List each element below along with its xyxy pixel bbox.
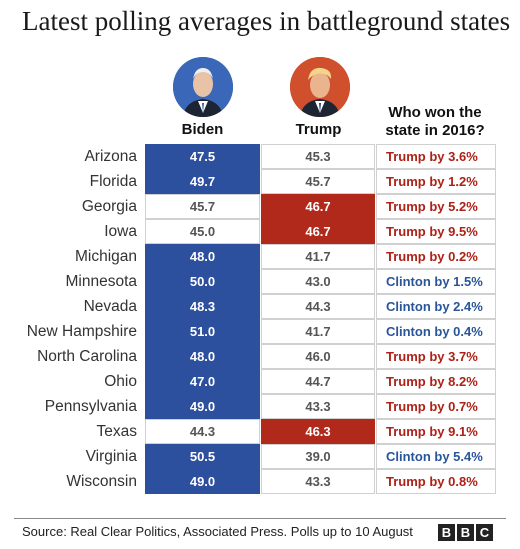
biden-portrait-icon: [173, 57, 233, 117]
state-name: Ohio: [104, 373, 137, 390]
winner-2016-cell: Trump by 3.7%: [376, 344, 496, 369]
winner-2016-label: Trump by 3.7%: [386, 349, 478, 364]
trump-value-cell: 43.0: [261, 269, 375, 294]
winner-2016-column-header: Who won the state in 2016?: [385, 104, 485, 139]
state-name: Nevada: [83, 298, 137, 315]
winner-2016-label: Trump by 5.2%: [386, 199, 478, 214]
trump-value-cell: 41.7: [261, 244, 375, 269]
biden-value-cell: 48.0: [145, 244, 260, 269]
trump-value-cell: 44.3: [261, 294, 375, 319]
winner-2016-cell: Trump by 9.5%: [376, 219, 496, 244]
biden-value-cell: 48.3: [145, 294, 260, 319]
trump-value-cell: 39.0: [261, 444, 375, 469]
state-name: Florida: [89, 173, 137, 190]
biden-value-cell: 49.0: [145, 469, 260, 494]
trump-value-cell: 46.7: [261, 219, 375, 244]
footer-divider: [14, 518, 506, 519]
state-name: Georgia: [81, 198, 137, 215]
biden-value-cell: 44.3: [145, 419, 260, 444]
winner-2016-label: Clinton by 2.4%: [386, 299, 483, 314]
winner-2016-label: Trump by 3.6%: [386, 149, 478, 164]
winner-2016-cell: Trump by 0.8%: [376, 469, 496, 494]
table-row: Michigan 48.0 41.7 Trump by 0.2%: [0, 244, 520, 269]
state-name: Michigan: [74, 248, 137, 265]
winner-2016-cell: Trump by 9.1%: [376, 419, 496, 444]
state-name: Minnesota: [65, 273, 137, 290]
winner-2016-cell: Clinton by 5.4%: [376, 444, 496, 469]
winner-2016-cell: Clinton by 2.4%: [376, 294, 496, 319]
state-name: Wisconsin: [66, 473, 137, 490]
biden-value-cell: 49.0: [145, 394, 260, 419]
trump-value-cell: 43.3: [261, 394, 375, 419]
table-row: Ohio 47.0 44.7 Trump by 8.2%: [0, 369, 520, 394]
biden-value-cell: 49.7: [145, 169, 260, 194]
source-note: Source: Real Clear Politics, Associated …: [22, 524, 413, 539]
winner-2016-cell: Clinton by 0.4%: [376, 319, 496, 344]
table-row: Florida 49.7 45.7 Trump by 1.2%: [0, 169, 520, 194]
table-row: Nevada 48.3 44.3 Clinton by 2.4%: [0, 294, 520, 319]
winner-2016-cell: Trump by 1.2%: [376, 169, 496, 194]
winner-2016-label: Trump by 0.8%: [386, 474, 478, 489]
biden-value-cell: 47.5: [145, 144, 260, 169]
winner-2016-label: Trump by 9.5%: [386, 224, 478, 239]
winner-2016-label: Clinton by 5.4%: [386, 449, 483, 464]
winner-2016-cell: Trump by 0.7%: [376, 394, 496, 419]
winner-2016-cell: Trump by 3.6%: [376, 144, 496, 169]
biden-value-cell: 51.0: [145, 319, 260, 344]
table-row: Arizona 47.5 45.3 Trump by 3.6%: [0, 144, 520, 169]
trump-value-cell: 45.3: [261, 144, 375, 169]
winner-2016-label: Trump by 9.1%: [386, 424, 478, 439]
table-row: Wisconsin 49.0 43.3 Trump by 0.8%: [0, 469, 520, 494]
biden-value-cell: 45.7: [145, 194, 260, 219]
winner-2016-cell: Trump by 8.2%: [376, 369, 496, 394]
bbc-logo: B B C: [438, 524, 493, 541]
bbc-logo-letter: C: [476, 524, 493, 541]
biden-value-cell: 50.0: [145, 269, 260, 294]
trump-column-header: Trump: [295, 121, 342, 138]
table-row: Pennsylvania 49.0 43.3 Trump by 0.7%: [0, 394, 520, 419]
polling-table: Arizona 47.5 45.3 Trump by 3.6% Florida 49.7 4…: [0, 144, 520, 494]
winner-2016-label: Clinton by 1.5%: [386, 274, 483, 289]
state-name: Texas: [96, 423, 138, 440]
table-row: New Hampshire 51.0 41.7 Clinton by 0.4%: [0, 319, 520, 344]
winner-2016-cell: Trump by 5.2%: [376, 194, 496, 219]
chart-title: Latest polling averages in battleground …: [22, 6, 511, 36]
bbc-logo-letter: B: [457, 524, 474, 541]
table-row: Georgia 45.7 46.7 Trump by 5.2%: [0, 194, 520, 219]
winner-2016-cell: Clinton by 1.5%: [376, 269, 496, 294]
state-name: New Hampshire: [26, 323, 137, 340]
state-name: North Carolina: [37, 348, 137, 365]
biden-value-cell: 45.0: [145, 219, 260, 244]
biden-value-cell: 47.0: [145, 369, 260, 394]
winner-2016-label: Trump by 0.7%: [386, 399, 478, 414]
biden-value-cell: 50.5: [145, 444, 260, 469]
trump-value-cell: 46.7: [261, 194, 375, 219]
trump-value-cell: 43.3: [261, 469, 375, 494]
trump-value-cell: 41.7: [261, 319, 375, 344]
table-row: North Carolina 48.0 46.0 Trump by 3.7%: [0, 344, 520, 369]
state-name: Arizona: [84, 148, 137, 165]
biden-value-cell: 48.0: [145, 344, 260, 369]
trump-portrait-icon: [290, 57, 350, 117]
winner-2016-cell: Trump by 0.2%: [376, 244, 496, 269]
table-row: Texas 44.3 46.3 Trump by 9.1%: [0, 419, 520, 444]
state-name: Pennsylvania: [44, 398, 137, 415]
winner-2016-label: Trump by 0.2%: [386, 249, 478, 264]
biden-column-header: Biden: [181, 121, 224, 138]
state-name: Iowa: [104, 223, 137, 240]
winner-2016-label: Trump by 1.2%: [386, 174, 478, 189]
table-row: Iowa 45.0 46.7 Trump by 9.5%: [0, 219, 520, 244]
table-row: Virginia 50.5 39.0 Clinton by 5.4%: [0, 444, 520, 469]
trump-value-cell: 46.0: [261, 344, 375, 369]
winner-2016-label: Clinton by 0.4%: [386, 324, 483, 339]
trump-value-cell: 45.7: [261, 169, 375, 194]
bbc-logo-letter: B: [438, 524, 455, 541]
winner-2016-label: Trump by 8.2%: [386, 374, 478, 389]
trump-value-cell: 46.3: [261, 419, 375, 444]
table-row: Minnesota 50.0 43.0 Clinton by 1.5%: [0, 269, 520, 294]
trump-value-cell: 44.7: [261, 369, 375, 394]
state-name: Virginia: [85, 448, 137, 465]
